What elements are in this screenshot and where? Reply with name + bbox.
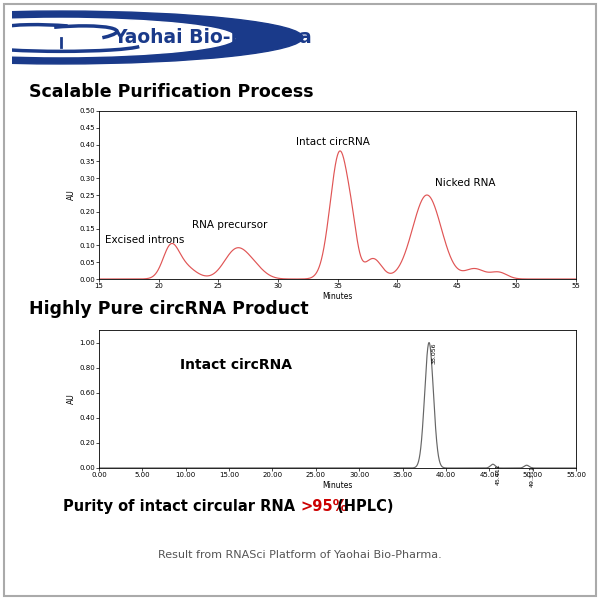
Text: >95%: >95% [300,499,347,514]
Y-axis label: AU: AU [67,394,76,404]
Text: Nicked RNA: Nicked RNA [435,178,496,188]
Circle shape [0,11,303,64]
Text: 45.411: 45.411 [496,464,500,485]
X-axis label: Minutes: Minutes [322,481,353,490]
Text: RNA precursor: RNA precursor [192,220,268,230]
X-axis label: Minutes: Minutes [322,292,353,301]
Text: 49.311: 49.311 [529,465,534,487]
Text: Yaohai Bio-Pharma: Yaohai Bio-Pharma [113,28,311,47]
Text: Purity of intact circular RNA: Purity of intact circular RNA [63,499,300,514]
Text: Highly Pure circRNA Product: Highly Pure circRNA Product [29,300,309,318]
Text: Intact circRNA: Intact circRNA [296,137,370,146]
Text: (HPLC): (HPLC) [332,499,394,514]
Text: 38.056: 38.056 [431,343,437,364]
Text: Result from RNASci Platform of Yaohai Bio-Pharma.: Result from RNASci Platform of Yaohai Bi… [158,550,442,560]
Circle shape [0,19,235,56]
Text: Excised introns: Excised introns [105,235,184,245]
Text: Intact circRNA: Intact circRNA [180,358,292,371]
Y-axis label: AU: AU [67,190,76,200]
Text: Scalable Purification Process: Scalable Purification Process [29,83,314,101]
Text: Purity of intact circular RNA >95% (HPLC): Purity of intact circular RNA >95% (HPLC… [127,499,473,514]
